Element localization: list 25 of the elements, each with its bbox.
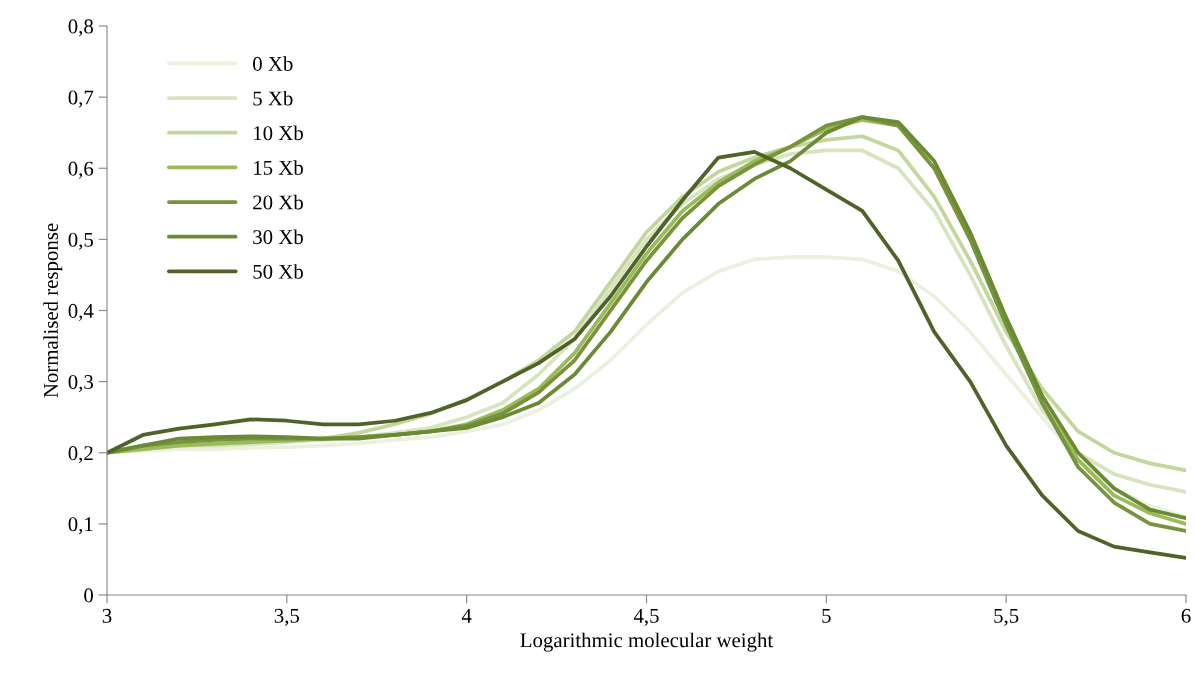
- x-axis-title: Logarithmic molecular weight: [520, 632, 774, 652]
- y-tick-label: 0,8: [68, 19, 94, 37]
- x-tick-label: 6: [1181, 608, 1191, 623]
- y-tick-label: 0,1: [68, 517, 93, 535]
- x-tick-label: 4,5: [633, 608, 659, 626]
- y-tick-label: 0,2: [68, 446, 93, 464]
- x-tick-label: 5,5: [994, 609, 1019, 626]
- y-tick-label: 0,6: [68, 161, 94, 179]
- legend-label: 5 Xb: [253, 90, 293, 106]
- legend-label: 50 Xb: [253, 264, 303, 279]
- y-tick-label: 0,3: [68, 375, 93, 393]
- legend-label: 0 Xb: [253, 56, 293, 71]
- y-tick-label: 0: [84, 588, 94, 603]
- legend-label: 15 Xb: [254, 160, 303, 175]
- legend-label: 30 Xb: [253, 229, 303, 245]
- y-tick-label: 0,5: [68, 232, 93, 250]
- legend-label: 10 Xb: [254, 125, 303, 141]
- x-tick-label: 3,5: [274, 608, 300, 626]
- x-tick-label: 4: [461, 608, 472, 623]
- legend-label: 20 Xb: [253, 194, 303, 210]
- y-tick-label: 0,4: [68, 303, 94, 321]
- y-axis-title: Normalised response: [43, 223, 63, 398]
- x-tick-label: 3: [102, 608, 112, 623]
- x-tick-label: 5: [822, 609, 831, 623]
- y-tick-label: 0,7: [68, 90, 94, 108]
